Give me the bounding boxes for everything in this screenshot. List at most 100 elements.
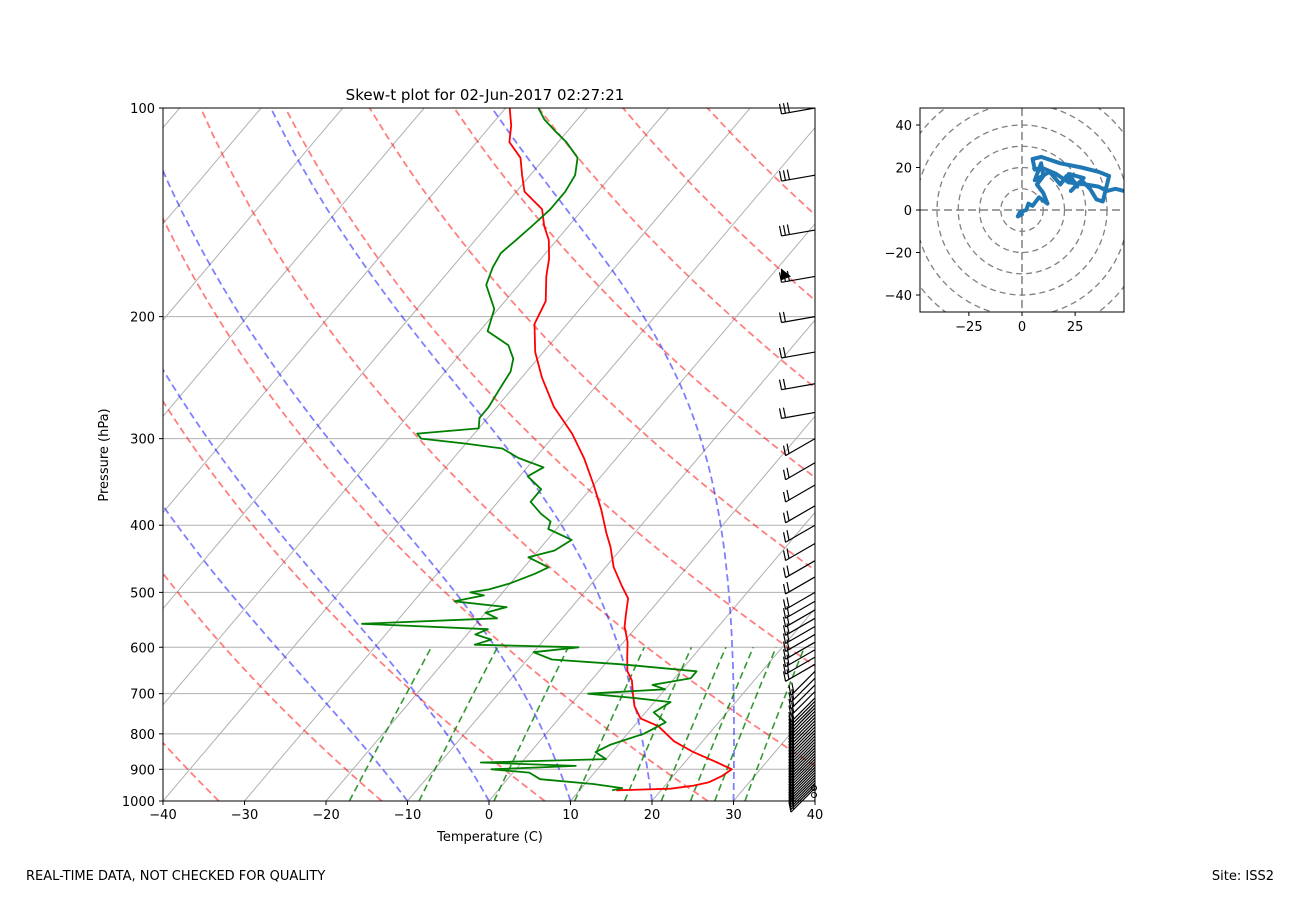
wind-barb — [782, 576, 816, 595]
mixing-ratio-line — [714, 646, 777, 801]
wind-barb — [788, 710, 816, 736]
barb-flag — [791, 728, 795, 739]
isotherm-line — [163, 108, 751, 801]
x-tick-label: −20 — [312, 808, 339, 823]
y-tick-label: 100 — [130, 102, 155, 117]
barb-shaft — [785, 641, 816, 660]
barb-shaft — [790, 684, 816, 710]
barb-flag — [782, 378, 787, 390]
barb-flag — [786, 443, 790, 454]
barb-shaft — [785, 438, 816, 457]
barb-shaft — [785, 649, 816, 668]
isotherm-line — [733, 704, 815, 801]
calm-circle — [811, 792, 817, 798]
site-label: Site: ISS2 — [1211, 869, 1274, 884]
dewpoint-trace — [361, 108, 698, 792]
barb-flag — [791, 682, 795, 693]
barb-flag — [782, 170, 787, 181]
wind-barb — [778, 102, 816, 115]
barb-flag — [778, 312, 783, 323]
barb-flag — [782, 608, 787, 619]
wind-barb — [782, 524, 816, 543]
isotherm-line — [163, 108, 507, 514]
y-tick-label: 300 — [130, 433, 155, 448]
moist-adiabat — [814, 792, 815, 801]
barb-flag — [791, 725, 795, 736]
x-tick-label: −10 — [394, 808, 421, 823]
barb-shaft — [785, 609, 816, 628]
barb-flag — [786, 606, 790, 617]
barb-shaft — [790, 750, 816, 776]
wind-barb — [788, 704, 816, 730]
barb-flag — [786, 548, 790, 559]
barb-shaft — [785, 576, 816, 595]
barb-shaft — [790, 744, 816, 770]
barb-shaft — [790, 747, 816, 773]
isotherm-line — [163, 108, 588, 610]
wind-barb — [782, 633, 816, 652]
barb-flag — [788, 731, 792, 742]
barb-shaft — [781, 229, 816, 237]
barb-flag — [786, 639, 790, 650]
wind-barb — [788, 700, 816, 726]
barb-flag — [788, 718, 792, 729]
barb-flag — [786, 631, 790, 642]
barb-flag — [786, 169, 790, 180]
barb-shaft — [785, 542, 816, 561]
skewt-series — [361, 108, 733, 792]
barb-flag — [791, 738, 795, 749]
barb-shaft — [785, 462, 816, 481]
barb-flag — [788, 721, 792, 733]
x-tick-label: 10 — [562, 808, 579, 823]
barb-shaft — [790, 700, 816, 726]
wind-barb — [782, 462, 816, 481]
barb-flag — [782, 656, 787, 667]
barb-flag — [788, 698, 792, 710]
moist-adiabat — [163, 504, 409, 801]
barb-flag — [791, 722, 795, 733]
barb-shaft — [781, 411, 816, 419]
barb-flag — [786, 581, 790, 593]
barb-shaft — [790, 707, 816, 733]
isotherm-line — [488, 415, 815, 801]
wind-barb — [788, 707, 816, 733]
barb-flag — [791, 709, 795, 720]
wind-barb — [788, 677, 816, 703]
barb-flag — [778, 408, 783, 419]
dry-adiabat — [163, 741, 220, 801]
wind-barb — [782, 560, 816, 579]
barb-shaft — [790, 777, 816, 803]
barb-shaft — [781, 351, 816, 359]
barb-flag — [791, 799, 795, 810]
barb-flag — [782, 567, 787, 578]
dry-adiabat — [284, 108, 815, 668]
barb-shaft — [790, 704, 816, 730]
x-tick-label: 20 — [644, 808, 661, 823]
wind-barb — [788, 723, 816, 749]
x-axis-label: Temperature (C) — [436, 830, 543, 845]
barb-shaft — [790, 769, 816, 795]
wind-barb — [788, 670, 816, 696]
wind-barb — [778, 378, 816, 391]
wind-barb — [788, 717, 816, 743]
wind-barb — [778, 311, 816, 324]
quality-disclaimer: REAL-TIME DATA, NOT CHECKED FOR QUALITY — [26, 869, 326, 884]
barb-shaft — [790, 717, 816, 743]
wind-barb — [788, 691, 816, 716]
wind-barb — [778, 224, 816, 237]
isotherm-line — [163, 108, 670, 706]
wind-barbs — [778, 102, 817, 813]
wind-barb — [778, 407, 816, 419]
y-axis-label: Pressure (hPa) — [97, 408, 112, 501]
barb-shaft — [790, 772, 816, 798]
moist-adiabat — [491, 108, 735, 801]
wind-barb — [778, 347, 816, 359]
barb-shaft — [785, 617, 816, 636]
barb-flag — [778, 225, 783, 237]
wind-barb — [782, 663, 816, 682]
chart-title: Skew-t plot for 02-Jun-2017 02:27:21 — [346, 86, 625, 104]
barb-flag — [786, 530, 790, 541]
barb-flag — [782, 225, 787, 236]
moist-adiabat — [163, 368, 490, 801]
isotherm-line — [0, 108, 98, 801]
